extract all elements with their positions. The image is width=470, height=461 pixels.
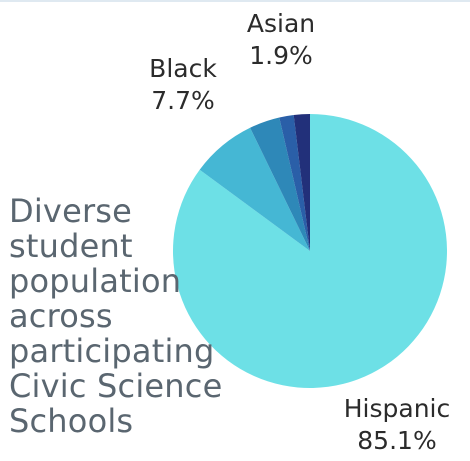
label-black-value: 7.7% — [151, 86, 215, 115]
label-hispanic: Hispanic 85.1% — [332, 393, 462, 457]
pie-slice-asian — [293, 114, 310, 251]
label-hispanic-name: Hispanic — [343, 394, 451, 423]
label-asian-value: 1.9% — [249, 41, 313, 70]
label-black: Black 7.7% — [133, 53, 233, 117]
chart-title: Diverse student population across partic… — [9, 192, 223, 440]
pie-slice-mixed — [279, 114, 310, 251]
label-asian-name: Asian — [246, 9, 316, 38]
label-hispanic-value: 85.1% — [357, 426, 437, 455]
label-black-name: Black — [149, 54, 217, 83]
top-divider — [0, 0, 470, 2]
pie-slice-black — [199, 127, 310, 251]
label-asian: Asian 1.9% — [236, 8, 326, 72]
pie-slice-other — [250, 117, 310, 252]
pie-slice-hispanic — [172, 114, 447, 388]
